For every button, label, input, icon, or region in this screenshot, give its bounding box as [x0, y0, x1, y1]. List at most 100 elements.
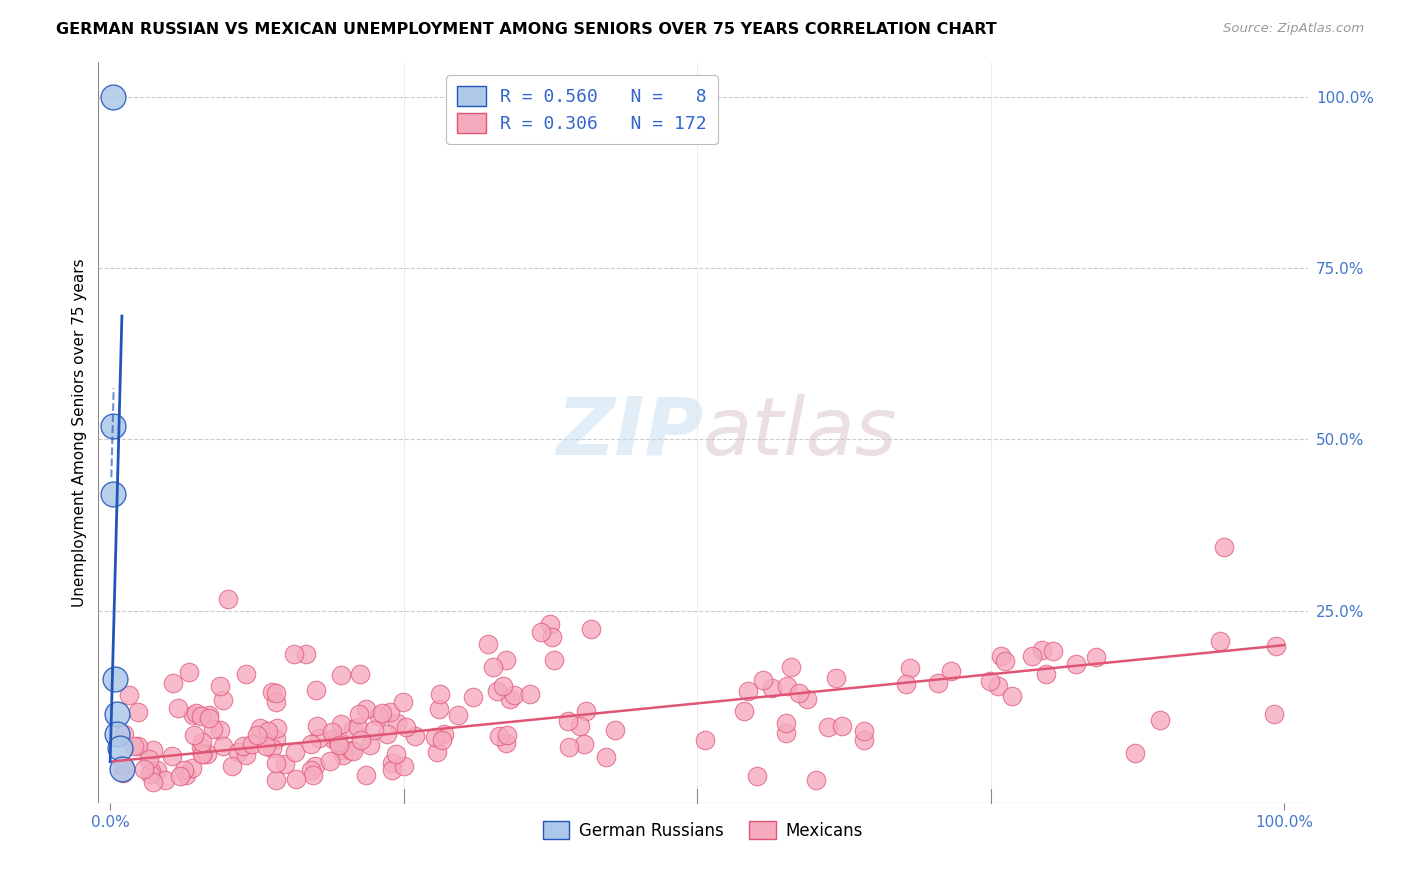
Point — [433, 726, 456, 740]
Point — [1001, 690, 1024, 704]
Point — [503, 688, 526, 702]
Point — [190, 709, 212, 723]
Point — [426, 745, 449, 759]
Point — [853, 723, 876, 738]
Point — [184, 706, 207, 720]
Point — [111, 762, 134, 776]
Point — [579, 622, 602, 636]
Point — [173, 764, 195, 778]
Point — [987, 679, 1010, 693]
Point — [332, 743, 354, 757]
Point — [138, 766, 160, 780]
Point — [488, 729, 510, 743]
Point — [139, 764, 162, 778]
Point — [404, 729, 426, 743]
Point — [780, 659, 803, 673]
Point — [446, 708, 468, 723]
Point — [134, 762, 156, 776]
Point — [108, 741, 131, 756]
Point — [392, 759, 415, 773]
Point — [190, 747, 212, 761]
Point — [329, 668, 352, 682]
Point — [939, 664, 962, 678]
Point — [105, 706, 128, 721]
Point — [496, 728, 519, 742]
Point — [745, 769, 768, 783]
Point — [461, 690, 484, 705]
Point — [122, 739, 145, 753]
Point — [429, 687, 451, 701]
Point — [112, 758, 135, 772]
Point — [246, 728, 269, 742]
Point — [425, 731, 447, 745]
Point — [321, 725, 343, 739]
Point — [208, 723, 231, 737]
Point — [990, 649, 1012, 664]
Point — [260, 741, 283, 756]
Point — [530, 625, 553, 640]
Point — [775, 715, 797, 730]
Point — [240, 738, 263, 752]
Point — [557, 714, 579, 728]
Text: ZIP: ZIP — [555, 393, 703, 472]
Point — [167, 701, 190, 715]
Point — [432, 733, 454, 747]
Point — [283, 647, 305, 661]
Point — [299, 737, 322, 751]
Point — [305, 718, 328, 732]
Point — [198, 707, 221, 722]
Point — [381, 763, 404, 777]
Point — [371, 706, 394, 720]
Point — [1149, 713, 1171, 727]
Point — [375, 727, 398, 741]
Point — [1123, 747, 1146, 761]
Point — [328, 735, 350, 749]
Point — [804, 773, 827, 788]
Point — [101, 89, 124, 103]
Point — [111, 766, 134, 780]
Point — [752, 673, 775, 687]
Y-axis label: Unemployment Among Seniors over 75 years: Unemployment Among Seniors over 75 years — [72, 259, 87, 607]
Point — [228, 745, 250, 759]
Point — [302, 768, 325, 782]
Point — [1265, 639, 1288, 653]
Point — [138, 752, 160, 766]
Point — [330, 717, 353, 731]
Point — [197, 711, 219, 725]
Point — [519, 688, 541, 702]
Point — [274, 757, 297, 772]
Point — [603, 723, 626, 737]
Point — [328, 738, 350, 752]
Point — [232, 739, 254, 754]
Point — [347, 706, 370, 721]
Point — [142, 742, 165, 756]
Point — [927, 676, 949, 690]
Point — [191, 747, 214, 761]
Point — [217, 592, 239, 607]
Point — [264, 773, 287, 788]
Legend: German Russians, Mexicans: German Russians, Mexicans — [536, 814, 870, 847]
Point — [776, 679, 799, 693]
Point — [979, 674, 1001, 689]
Point — [1031, 642, 1053, 657]
Point — [349, 666, 371, 681]
Point — [221, 759, 243, 773]
Point — [378, 705, 401, 719]
Point — [319, 754, 342, 768]
Point — [482, 660, 505, 674]
Point — [384, 747, 406, 761]
Point — [264, 731, 287, 746]
Point — [183, 728, 205, 742]
Point — [894, 677, 917, 691]
Point — [127, 705, 149, 719]
Point — [340, 743, 363, 757]
Point — [543, 653, 565, 667]
Point — [254, 739, 277, 754]
Point — [538, 617, 561, 632]
Point — [595, 750, 617, 764]
Point — [363, 723, 385, 737]
Point — [1263, 706, 1285, 721]
Point — [1209, 634, 1232, 648]
Point — [191, 735, 214, 749]
Point — [354, 767, 377, 781]
